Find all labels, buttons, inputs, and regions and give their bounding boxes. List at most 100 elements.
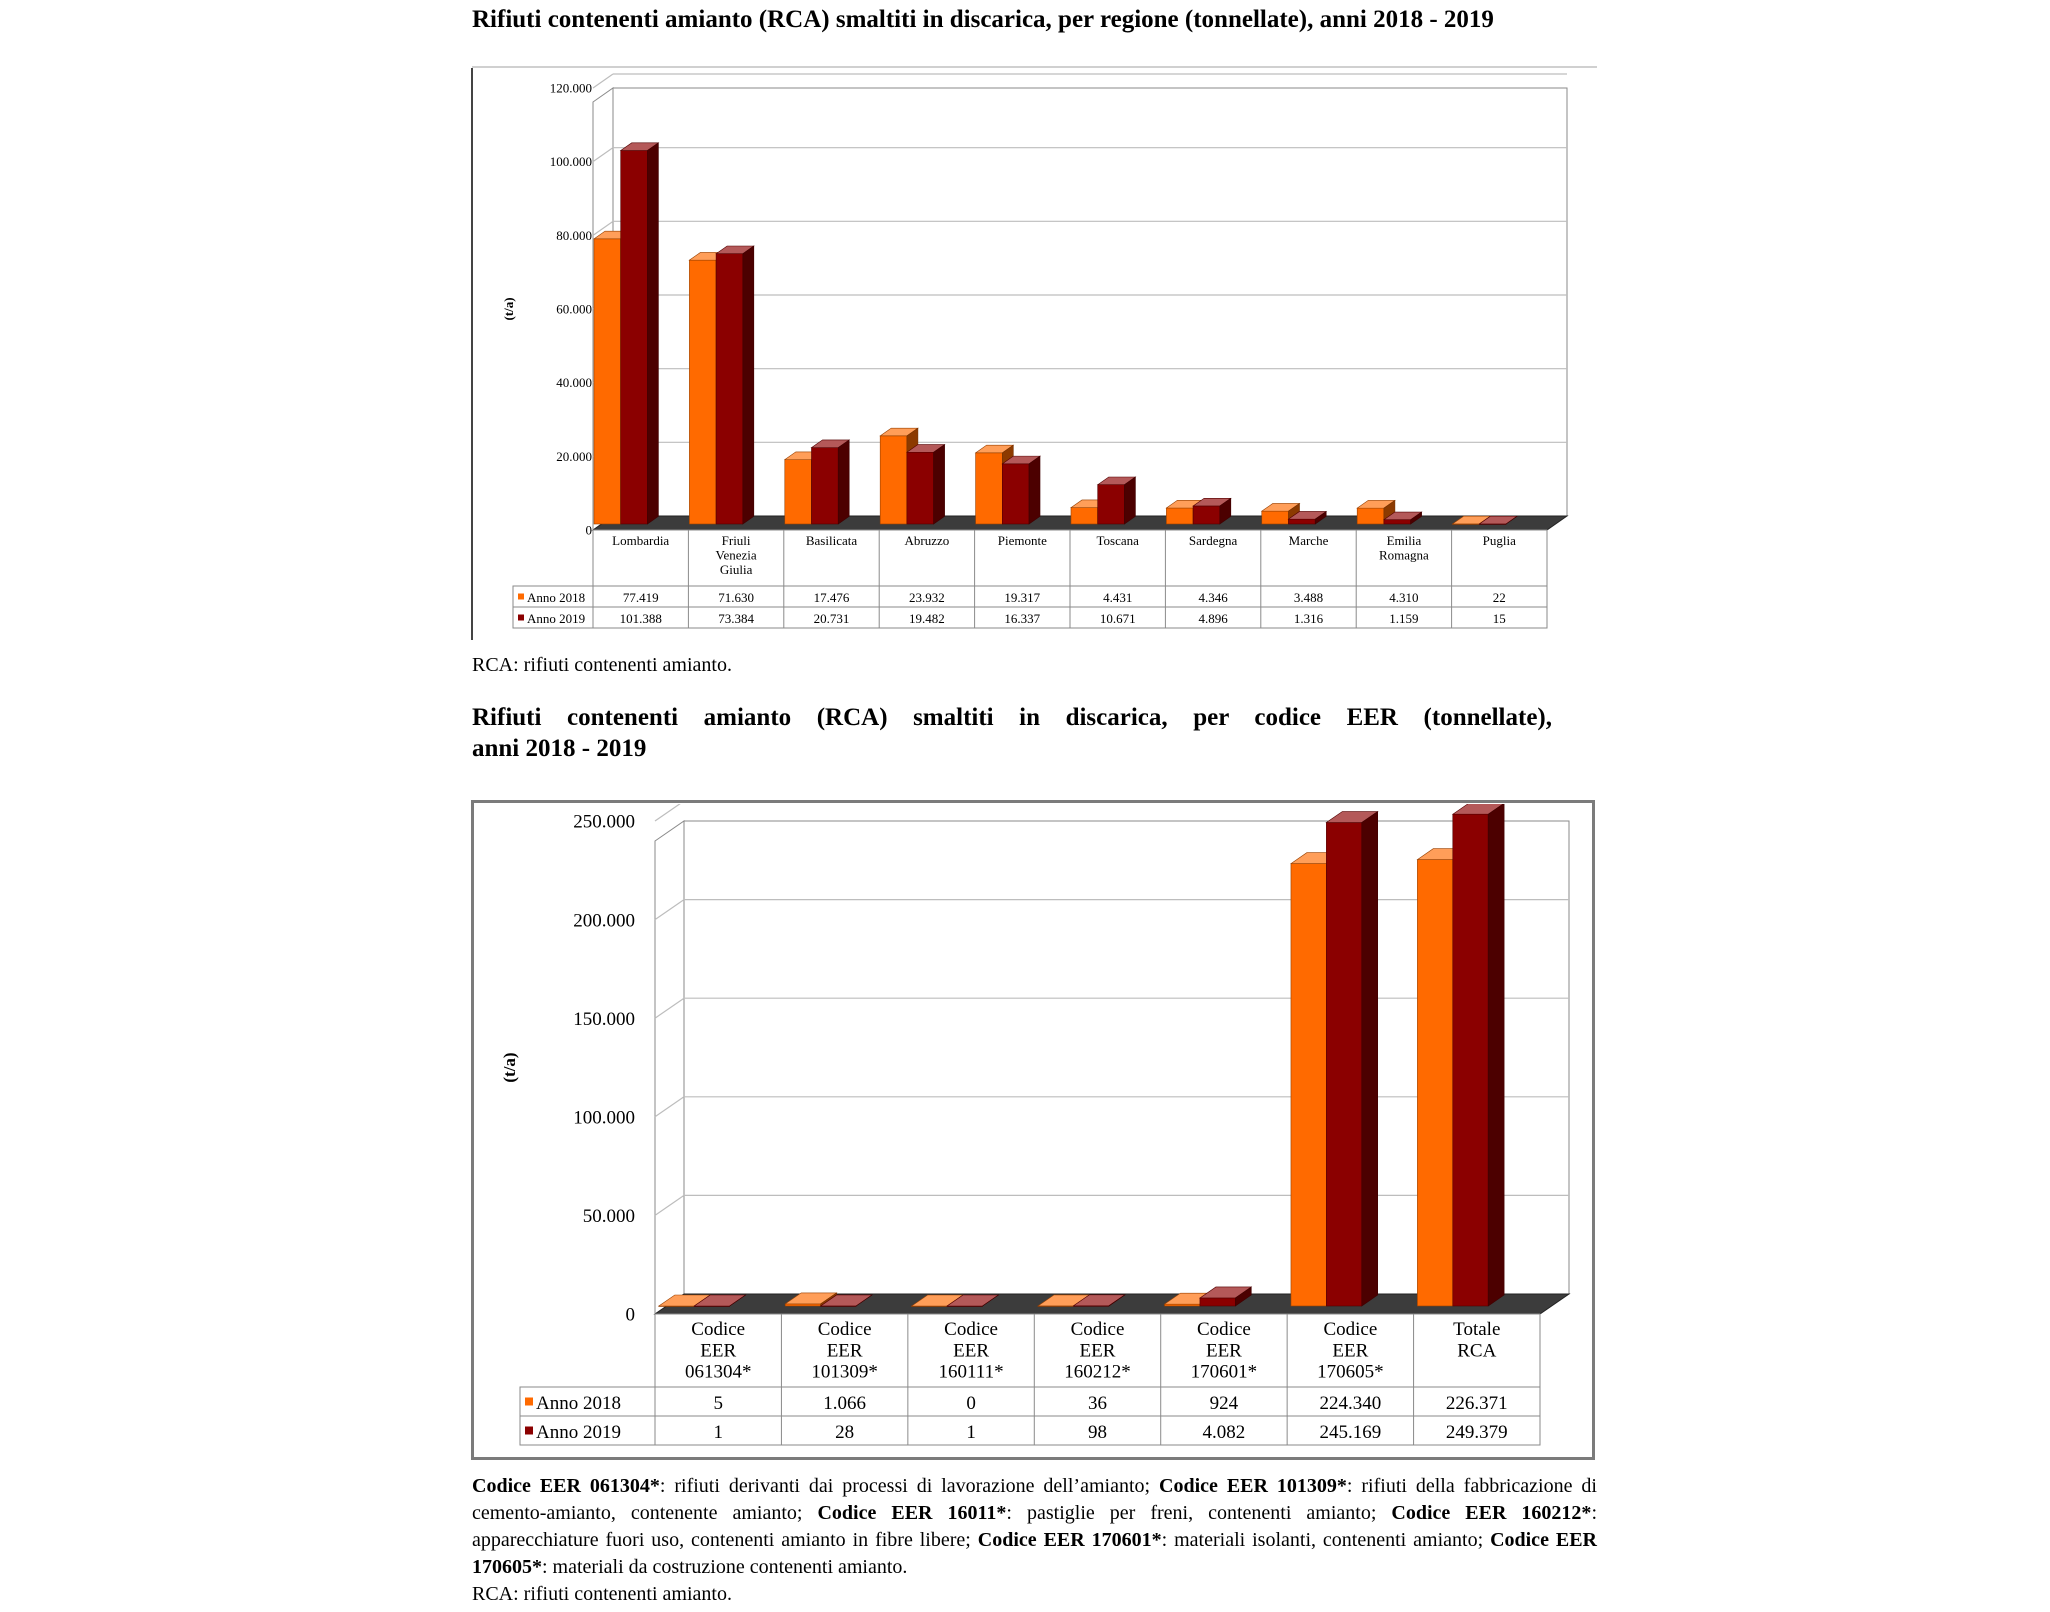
- chart1-bar-2019-6-front: [1452, 813, 1489, 1307]
- chart1-xtick: EER: [1332, 1340, 1368, 1361]
- chart1-gridline-side: [654, 997, 685, 1019]
- chart0-bar-2019-0: [619, 142, 660, 525]
- chart0-bar-2019-0-front: [620, 150, 648, 525]
- chart0-legend-label: Anno 2019: [527, 611, 585, 626]
- chart0-bar-2019-6: [1192, 497, 1232, 525]
- chart0-bar-2019-1: [715, 245, 755, 525]
- chart0-data-label: 4.310: [1389, 590, 1418, 605]
- chart1-gridline-side: [654, 1194, 685, 1216]
- footnote-code-3: Codice EER 160212*: [1391, 1502, 1592, 1524]
- chart0-bar-2018-0-front: [593, 238, 621, 525]
- chart1-bar-2019-6-side: [1487, 804, 1505, 1307]
- chart1-bar-2018-5-front: [1290, 863, 1327, 1307]
- chart0-bar-2019-8: [1382, 511, 1423, 525]
- footnote-desc-0: : rifiuti derivanti dai processi di lavo…: [659, 1475, 1160, 1497]
- chart1-data-label: 28: [835, 1422, 854, 1443]
- chart1-xtick: 170601*: [1191, 1362, 1258, 1383]
- chart1-bar-2019-6: [1451, 804, 1505, 1307]
- chart1-xtick: RCA: [1457, 1340, 1496, 1361]
- chart0-bar-2019-0-side: [647, 142, 659, 525]
- chart0-ytick: 0: [586, 523, 593, 538]
- chart0-bar-2019-1-front: [715, 253, 744, 525]
- chart0-xtick: Romagna: [1379, 548, 1429, 563]
- chart1-ytick: 250.000: [573, 812, 635, 833]
- chart1-xtick: 160212*: [1064, 1362, 1131, 1383]
- chart0-data-label: 17.476: [814, 590, 850, 605]
- chart0-data-label: 4.346: [1198, 590, 1228, 605]
- chart1-data-label: 5: [713, 1393, 723, 1414]
- chart0-ytick: 40.000: [556, 375, 592, 390]
- footnote-code-4: Codice EER 170601*: [977, 1529, 1162, 1551]
- chart1-bar-2019-3: [1072, 1294, 1126, 1307]
- chart1-bar-2019-2-side: [982, 1294, 999, 1307]
- chart1-ytick: 200.000: [573, 910, 635, 931]
- chart1-data-label: 4.082: [1203, 1422, 1246, 1443]
- chart0-data-label: 1.316: [1294, 611, 1324, 626]
- chart1-data-label: 1.066: [823, 1393, 866, 1414]
- chart2-footnote-rca: RCA: rifiuti contenenti amianto.: [472, 1583, 732, 1605]
- chart1-ytick: 100.000: [573, 1107, 635, 1128]
- chart0-data-label: 23.932: [909, 590, 945, 605]
- chart0-bar-2019-2-front: [811, 447, 839, 525]
- chart1-ytick: 0: [626, 1305, 636, 1326]
- chart1-bar-2018-6-front: [1417, 859, 1454, 1307]
- chart1-xtick: Codice: [818, 1319, 872, 1340]
- chart0-xtick: Piemonte: [998, 533, 1047, 548]
- chart0-data-label: 19.317: [1004, 590, 1040, 605]
- chart0-gridline-side: [592, 147, 614, 163]
- chart2-footnote: Codice EER 061304*: rifiuti derivanti da…: [472, 1473, 1597, 1608]
- chart0-bar-2019-8-front: [1383, 519, 1411, 525]
- chart0-bar-2019-5: [1096, 476, 1137, 525]
- chart1-bar-2019-3-side: [1108, 1294, 1126, 1307]
- chart2-title-line1: Rifiuti contenenti amianto (RCA) smaltit…: [472, 704, 1552, 731]
- chart0-data-label: 77.419: [623, 590, 659, 605]
- chart1-footnote: RCA: rifiuti contenenti amianto.: [472, 654, 732, 676]
- chart1-bar-2019-5: [1325, 810, 1379, 1307]
- chart1-bar-2019-2: [946, 1294, 1000, 1307]
- chart1-bar-2019-4: [1198, 1286, 1253, 1307]
- chart0-bar-2019-2: [810, 439, 851, 525]
- chart1-bar-2019-6-top: [1451, 804, 1504, 815]
- chart0-ytick: 120.000: [550, 81, 592, 96]
- chart1-bar-2019-0-side: [729, 1294, 746, 1307]
- chart0-bar-2018-7-front: [1261, 510, 1289, 525]
- chart0-data-label: 4.431: [1103, 590, 1132, 605]
- chart0-ytick: 20.000: [556, 449, 592, 464]
- chart1-bar-2019-1-side: [855, 1294, 873, 1307]
- chart1-xtick: Codice: [944, 1319, 998, 1340]
- chart1-data-label: 924: [1210, 1393, 1239, 1414]
- chart0-legend-label: Anno 2018: [527, 590, 585, 605]
- chart1-data-label: 1: [966, 1422, 976, 1443]
- chart1-title: Rifiuti contenenti amianto (RCA) smaltit…: [472, 6, 1494, 33]
- chart0-data-label: 10.671: [1100, 611, 1136, 626]
- title-underline: [472, 66, 1597, 68]
- chart0-bar-2018-4-front: [975, 452, 1003, 525]
- chart0-gridline-side: [592, 73, 614, 89]
- footnote-desc-3: : apparecchiature fuori uso, contenenti …: [472, 1502, 1597, 1551]
- chart2-frame: [471, 800, 1595, 1460]
- chart0-xtick: Friuli: [722, 533, 751, 548]
- chart0-bar-2019-3-side: [933, 443, 945, 525]
- chart1-xtick: EER: [1206, 1340, 1242, 1361]
- chart2-eer-codes: 0 50.000 100.000 150.000 200.000 250.000 (t/a)…: [500, 804, 1571, 1446]
- chart1-xtick: Totale: [1453, 1319, 1500, 1340]
- chart0-bar-2019-5-front: [1097, 484, 1125, 525]
- chart0-bar-2019-2-side: [837, 439, 850, 525]
- chart0-xtick: Puglia: [1483, 533, 1516, 548]
- footnote-desc-4: : materiali isolanti, contenenti amianto…: [1161, 1529, 1491, 1551]
- chart1-gridline-side: [654, 1096, 685, 1118]
- chart1-xtick: Codice: [1197, 1319, 1251, 1340]
- chart0-bar-2019-4-front: [1001, 463, 1030, 525]
- chart0-bar-2019-6-front: [1192, 505, 1221, 525]
- chart1-data-label: 1: [713, 1422, 723, 1443]
- chart1-gridline-side: [654, 804, 681, 822]
- chart1-ylabel: (t/a): [500, 1052, 519, 1082]
- footnote-code-1: Codice EER 101309*: [1159, 1475, 1347, 1497]
- chart0-bar-2018-6-front: [1166, 507, 1194, 525]
- footnote-desc-1: : rifiuti della fabbricazione di cemento…: [472, 1475, 1597, 1524]
- chart0-ytick: 100.000: [550, 154, 592, 169]
- chart1-bar-2018-6: [1416, 848, 1470, 1307]
- chart0-xtick: Marche: [1289, 533, 1329, 548]
- chart0-data-label: 20.731: [814, 611, 850, 626]
- chart0-ytick: 60.000: [556, 302, 592, 317]
